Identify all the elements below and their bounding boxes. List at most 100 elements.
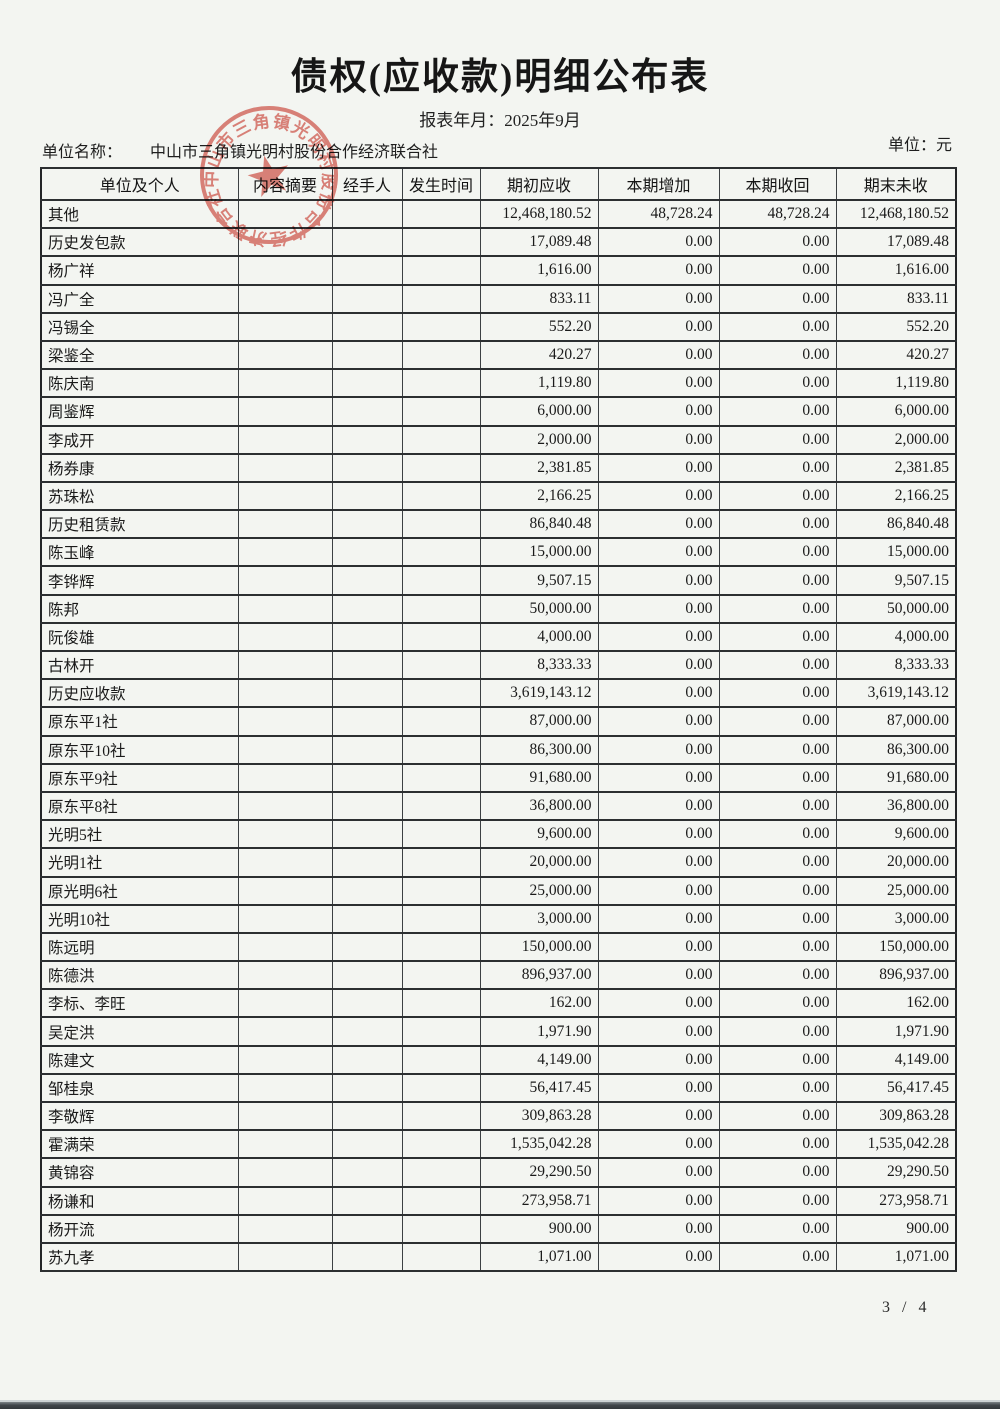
column-header: 单位及个人 — [40, 167, 239, 201]
amount-cell: 0.00 — [718, 847, 837, 878]
entity-name-cell: 苏九孝 — [40, 1241, 239, 1273]
amount-cell: 20,000.00 — [479, 847, 599, 878]
empty-cell — [237, 227, 333, 258]
table-row: 冯锡全 552.20 0.00 0.00 552.20 — [40, 311, 957, 342]
empty-cell — [331, 734, 403, 765]
table-row: 阮俊雄 4,000.00 0.00 0.00 4,000.00 — [40, 621, 957, 653]
entity-name-cell: 历史发包款 — [40, 227, 239, 258]
empty-cell — [331, 762, 403, 793]
empty-cell — [237, 255, 333, 286]
amount-cell: 0.00 — [597, 931, 720, 963]
amount-cell: 0.00 — [718, 1241, 837, 1273]
amount-cell: 273,958.71 — [479, 1185, 599, 1216]
amount-cell: 15,000.00 — [479, 537, 599, 568]
table-row: 陈邦 50,000.00 0.00 0.00 50,000.00 — [40, 593, 957, 624]
amount-cell: 1,119.80 — [835, 368, 957, 399]
amount-cell: 0.00 — [718, 1016, 837, 1047]
empty-cell — [401, 1157, 481, 1188]
entity-name-cell: 陈远明 — [40, 931, 239, 963]
empty-cell — [237, 621, 333, 653]
empty-cell — [331, 1044, 403, 1075]
scan-edge-line — [0, 1400, 1000, 1402]
amount-cell: 91,680.00 — [835, 762, 957, 793]
amount-cell: 0.00 — [597, 565, 720, 596]
amount-cell: 0.00 — [718, 1129, 837, 1160]
page-number: 3 / 4 — [882, 1299, 931, 1316]
unit-name-value: 中山市三角镇光明村股份合作经济联合社 — [150, 144, 439, 161]
table-row: 原光明6社 25,000.00 0.00 0.00 25,000.00 — [40, 875, 957, 906]
entity-name-cell: 苏珠松 — [40, 480, 239, 512]
amount-cell: 0.00 — [597, 762, 720, 793]
empty-cell — [237, 283, 333, 314]
entity-name-cell: 杨广祥 — [40, 255, 239, 286]
empty-cell — [237, 1213, 333, 1244]
empty-cell — [331, 931, 403, 963]
entity-name-cell: 李成开 — [40, 424, 239, 455]
amount-cell: 0.00 — [718, 452, 837, 483]
table-row: 吴定洪 1,971.90 0.00 0.00 1,971.90 — [40, 1016, 957, 1047]
amount-cell: 0.00 — [597, 1129, 720, 1160]
empty-cell — [401, 621, 481, 653]
amount-cell: 0.00 — [718, 931, 837, 963]
amount-cell: 0.00 — [718, 593, 837, 624]
empty-cell — [237, 424, 333, 455]
table-row: 陈玉峰 15,000.00 0.00 0.00 15,000.00 — [40, 537, 957, 568]
empty-cell — [237, 1157, 333, 1188]
empty-cell — [237, 931, 333, 963]
empty-cell — [237, 1044, 333, 1075]
amount-cell: 1,535,042.28 — [835, 1129, 957, 1160]
entity-name-cell: 陈德洪 — [40, 960, 239, 991]
empty-cell — [331, 255, 403, 286]
amount-cell: 86,840.48 — [835, 509, 957, 540]
entity-name-cell: 杨券康 — [40, 452, 239, 483]
entity-name-cell: 杨开流 — [40, 1213, 239, 1244]
amount-cell: 420.27 — [479, 339, 599, 371]
table-row: 杨券康 2,381.85 0.00 0.00 2,381.85 — [40, 452, 957, 483]
empty-cell — [401, 565, 481, 596]
empty-cell — [331, 790, 403, 822]
empty-cell — [401, 960, 481, 991]
amount-cell: 3,619,143.12 — [479, 678, 599, 709]
amount-cell: 17,089.48 — [479, 227, 599, 258]
empty-cell — [331, 960, 403, 991]
amount-cell: 12,468,180.52 — [479, 198, 599, 230]
amount-cell: 8,333.33 — [835, 649, 957, 681]
empty-cell — [401, 480, 481, 512]
amount-cell: 0.00 — [718, 649, 837, 681]
currency-unit-label: 单位：元 — [887, 137, 952, 154]
amount-cell: 0.00 — [718, 396, 837, 427]
amount-cell: 896,937.00 — [835, 960, 957, 991]
empty-cell — [401, 1241, 481, 1273]
empty-cell — [237, 593, 333, 624]
table-row: 陈德洪 896,937.00 0.00 0.00 896,937.00 — [40, 960, 957, 991]
entity-name-cell: 历史租赁款 — [40, 509, 239, 540]
amount-cell: 0.00 — [597, 480, 720, 512]
empty-cell — [401, 509, 481, 540]
empty-cell — [401, 255, 481, 286]
entity-name-cell: 黄锦容 — [40, 1157, 239, 1188]
empty-cell — [237, 565, 333, 596]
amount-cell: 48,728.24 — [718, 198, 837, 230]
empty-cell — [237, 1241, 333, 1273]
amount-cell: 0.00 — [597, 960, 720, 991]
table-row: 其他 12,468,180.52 48,728.24 48,728.24 12,468,… — [40, 198, 957, 230]
table-row: 光明1社 20,000.00 0.00 0.00 20,000.00 — [40, 847, 957, 878]
amount-cell: 0.00 — [718, 762, 837, 793]
table-row: 李敬辉 309,863.28 0.00 0.00 309,863.28 — [40, 1100, 957, 1132]
empty-cell — [237, 678, 333, 709]
empty-cell — [401, 593, 481, 624]
column-header: 期末未收 — [835, 167, 957, 201]
table-row: 李标、李旺 162.00 0.00 0.00 162.00 — [40, 988, 957, 1019]
amount-cell: 162.00 — [835, 988, 957, 1019]
empty-cell — [401, 198, 481, 230]
empty-cell — [237, 988, 333, 1019]
empty-cell — [331, 227, 403, 258]
amount-cell: 0.00 — [718, 1100, 837, 1132]
empty-cell — [331, 621, 403, 653]
amount-cell: 0.00 — [597, 1016, 720, 1047]
column-header: 期初应收 — [479, 167, 599, 201]
table-row: 杨开流 900.00 0.00 0.00 900.00 — [40, 1213, 957, 1244]
amount-cell: 0.00 — [597, 1072, 720, 1104]
amount-cell: 552.20 — [835, 311, 957, 342]
amount-cell: 0.00 — [597, 1100, 720, 1132]
